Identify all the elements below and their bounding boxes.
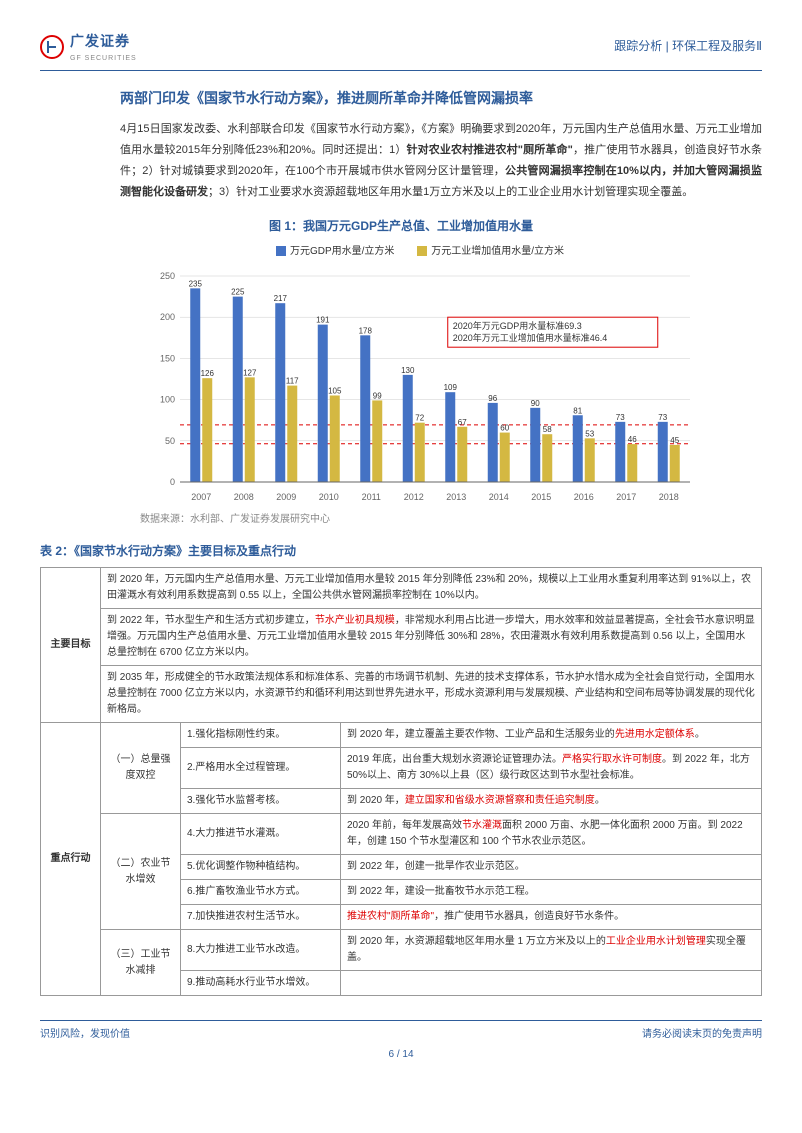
group-cell: （三）工业节水减排 bbox=[101, 930, 181, 996]
logo-icon bbox=[40, 35, 64, 59]
svg-text:2015: 2015 bbox=[531, 492, 551, 502]
svg-text:130: 130 bbox=[401, 366, 415, 375]
svg-text:45: 45 bbox=[670, 436, 679, 445]
svg-text:58: 58 bbox=[543, 425, 552, 434]
table-2-title: 表 2：《国家节水行动方案》主要目标及重点行动 bbox=[40, 542, 762, 561]
legend-a: 万元GDP用水量/立方米 bbox=[290, 246, 394, 257]
svg-text:2012: 2012 bbox=[404, 492, 424, 502]
figure-1-title: 图 1：我国万元GDP生产总值、工业增加值用水量 bbox=[40, 217, 762, 236]
svg-text:127: 127 bbox=[243, 368, 257, 377]
key-action-header: 重点行动 bbox=[41, 723, 101, 996]
table-row: （三）工业节水减排8.大力推进工业节水改造。到 2020 年，水资源超载地区年用… bbox=[41, 930, 762, 971]
svg-text:53: 53 bbox=[585, 429, 594, 438]
table-row: 重点行动（一）总量强度双控1.强化指标刚性约束。到 2020 年，建立覆盖主要农… bbox=[41, 723, 762, 748]
svg-text:99: 99 bbox=[373, 391, 382, 400]
footer-left: 识别风险，发现价值 bbox=[40, 1027, 130, 1043]
body-paragraph: 4月15日国家发改委、水利部联合印发《国家节水行动方案》，《方案》明确要求到20… bbox=[120, 119, 762, 203]
action-name-cell: 4.大力推进节水灌溉。 bbox=[181, 814, 341, 855]
logo-text-en: GF SECURITIES bbox=[70, 53, 137, 64]
svg-text:2009: 2009 bbox=[276, 492, 296, 502]
action-detail-cell: 到 2020 年，建立覆盖主要农作物、工业产品和生活服务业的先进用水定额体系。 bbox=[341, 723, 762, 748]
chart-legend: 万元GDP用水量/立方米 万元工业增加值用水量/立方米 bbox=[140, 244, 700, 260]
svg-text:2020年万元工业增加值用水量标准46.4: 2020年万元工业增加值用水量标准46.4 bbox=[453, 332, 608, 343]
target-cell: 到 2035 年，形成健全的节水政策法规体系和标准体系、完善的市场调节机制、先进… bbox=[101, 666, 762, 723]
logo-text-cn: 广发证券 bbox=[70, 33, 130, 49]
group-cell: （一）总量强度双控 bbox=[101, 723, 181, 814]
svg-text:117: 117 bbox=[286, 377, 299, 386]
action-detail-cell: 到 2022 年，建设一批畜牧节水示范工程。 bbox=[341, 880, 762, 905]
svg-text:50: 50 bbox=[165, 436, 175, 446]
main-target-header: 主要目标 bbox=[41, 568, 101, 723]
target-cell: 到 2022 年，节水型生产和生活方式初步建立，节水产业初具规模，非常规水利用占… bbox=[101, 609, 762, 666]
svg-text:178: 178 bbox=[359, 326, 373, 335]
action-name-cell: 8.大力推进工业节水改造。 bbox=[181, 930, 341, 971]
svg-text:0: 0 bbox=[170, 477, 175, 487]
svg-text:81: 81 bbox=[573, 406, 582, 415]
table-row: （二）农业节水增效4.大力推进节水灌溉。2020 年前，每年发展高效节水灌溉面积… bbox=[41, 814, 762, 855]
svg-text:2007: 2007 bbox=[191, 492, 211, 502]
svg-text:2013: 2013 bbox=[446, 492, 466, 502]
target-cell: 到 2020 年，万元国内生产总值用水量、万元工业增加值用水量较 2015 年分… bbox=[101, 568, 762, 609]
svg-text:100: 100 bbox=[160, 395, 175, 405]
header-category: 跟踪分析 | 环保工程及服务Ⅱ bbox=[614, 37, 762, 56]
figure-1-chart: 万元GDP用水量/立方米 万元工业增加值用水量/立方米 0 50 100 150 200… bbox=[140, 244, 700, 506]
page-footer: 识别风险，发现价值 请务必阅读末页的免责声明 bbox=[40, 1020, 762, 1043]
svg-text:2020年万元GDP用水量标准69.3: 2020年万元GDP用水量标准69.3 bbox=[453, 320, 582, 331]
action-name-cell: 6.推广畜牧渔业节水方式。 bbox=[181, 880, 341, 905]
svg-text:150: 150 bbox=[160, 353, 175, 363]
action-detail-cell: 到 2022 年，创建一批旱作农业示范区。 bbox=[341, 855, 762, 880]
bar-chart-svg: 0 50 100 150 200 250 235 126 2007 225 127 2008 217 11… bbox=[140, 266, 700, 506]
page-number: 6 / 14 bbox=[40, 1047, 762, 1063]
svg-text:105: 105 bbox=[328, 386, 342, 395]
svg-text:2008: 2008 bbox=[234, 492, 254, 502]
svg-text:73: 73 bbox=[616, 413, 625, 422]
svg-text:90: 90 bbox=[531, 399, 540, 408]
action-detail-cell: 2020 年前，每年发展高效节水灌溉面积 2000 万亩、水肥一体化面积 200… bbox=[341, 814, 762, 855]
action-detail-cell: 推进农村"厕所革命"，推广使用节水器具，创造良好节水条件。 bbox=[341, 905, 762, 930]
svg-text:67: 67 bbox=[458, 418, 467, 427]
svg-text:200: 200 bbox=[160, 312, 175, 322]
svg-text:191: 191 bbox=[316, 316, 330, 325]
action-detail-cell bbox=[341, 971, 762, 996]
logo: 广发证券 GF SECURITIES bbox=[40, 30, 137, 64]
svg-text:225: 225 bbox=[231, 288, 245, 297]
table-row: 到 2035 年，形成健全的节水政策法规体系和标准体系、完善的市场调节机制、先进… bbox=[41, 666, 762, 723]
table-2: 主要目标到 2020 年，万元国内生产总值用水量、万元工业增加值用水量较 201… bbox=[40, 567, 762, 996]
svg-text:73: 73 bbox=[658, 413, 667, 422]
svg-text:2018: 2018 bbox=[659, 492, 679, 502]
svg-text:96: 96 bbox=[488, 394, 497, 403]
action-name-cell: 2.严格用水全过程管理。 bbox=[181, 748, 341, 789]
svg-text:2016: 2016 bbox=[574, 492, 594, 502]
action-name-cell: 7.加快推进农村生活节水。 bbox=[181, 905, 341, 930]
svg-text:72: 72 bbox=[415, 414, 424, 423]
svg-text:250: 250 bbox=[160, 271, 175, 281]
action-name-cell: 3.强化节水监督考核。 bbox=[181, 789, 341, 814]
svg-text:2011: 2011 bbox=[362, 492, 381, 502]
action-detail-cell: 2019 年底，出台重大规划水资源论证管理办法。严格实行取水许可制度。到 202… bbox=[341, 748, 762, 789]
svg-text:217: 217 bbox=[274, 294, 288, 303]
page-header: 广发证券 GF SECURITIES 跟踪分析 | 环保工程及服务Ⅱ bbox=[40, 30, 762, 71]
table-row: 主要目标到 2020 年，万元国内生产总值用水量、万元工业增加值用水量较 201… bbox=[41, 568, 762, 609]
svg-text:109: 109 bbox=[444, 383, 458, 392]
svg-text:2017: 2017 bbox=[616, 492, 636, 502]
table-row: 到 2022 年，节水型生产和生活方式初步建立，节水产业初具规模，非常规水利用占… bbox=[41, 609, 762, 666]
svg-text:235: 235 bbox=[189, 279, 203, 288]
action-name-cell: 9.推动高耗水行业节水增效。 bbox=[181, 971, 341, 996]
figure-source: 数据来源：水利部、广发证券发展研究中心 bbox=[140, 512, 762, 528]
action-detail-cell: 到 2020 年，水资源超载地区年用水量 1 万立方米及以上的工业企业用水计划管… bbox=[341, 930, 762, 971]
action-name-cell: 1.强化指标刚性约束。 bbox=[181, 723, 341, 748]
svg-text:126: 126 bbox=[201, 369, 215, 378]
svg-text:2010: 2010 bbox=[319, 492, 339, 502]
legend-b: 万元工业增加值用水量/立方米 bbox=[431, 246, 564, 257]
action-name-cell: 5.优化调整作物种植结构。 bbox=[181, 855, 341, 880]
svg-text:46: 46 bbox=[628, 435, 637, 444]
section-title: 两部门印发《国家节水行动方案》，推进厕所革命并降低管网漏损率 bbox=[120, 87, 762, 109]
footer-right: 请务必阅读末页的免责声明 bbox=[642, 1027, 762, 1043]
svg-text:60: 60 bbox=[500, 423, 509, 432]
group-cell: （二）农业节水增效 bbox=[101, 814, 181, 930]
action-detail-cell: 到 2020 年，建立国家和省级水资源督察和责任追究制度。 bbox=[341, 789, 762, 814]
svg-text:2014: 2014 bbox=[489, 492, 509, 502]
